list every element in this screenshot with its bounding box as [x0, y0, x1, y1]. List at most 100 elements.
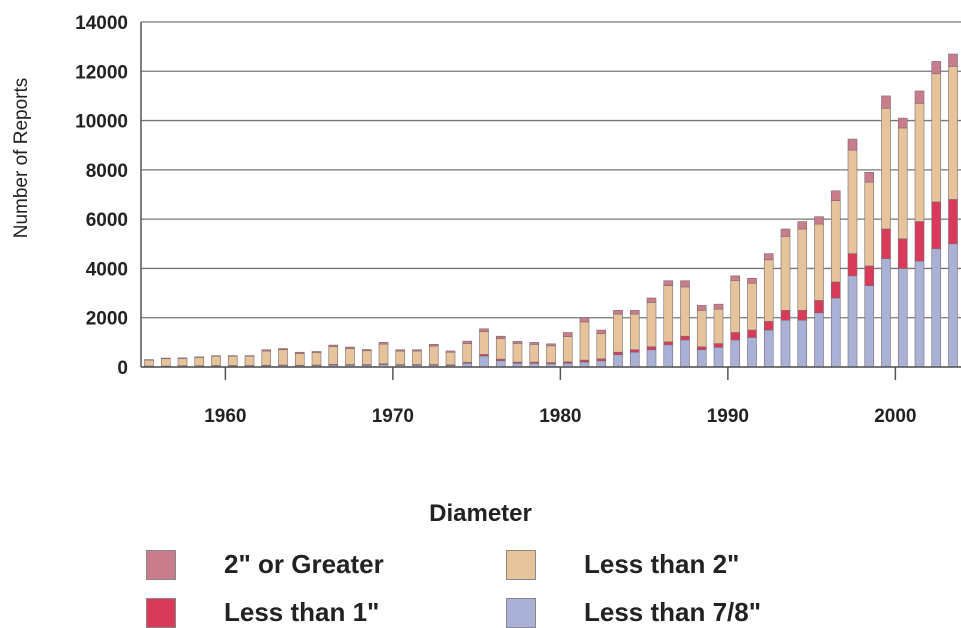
bar-segment — [445, 350, 456, 353]
bar-segment — [378, 343, 389, 365]
y-tick-label: 8000 — [86, 161, 128, 182]
bar-segment — [864, 285, 875, 368]
bar-segment — [680, 280, 690, 288]
bar-segment — [562, 332, 573, 337]
bar-segment — [931, 248, 942, 368]
bar-segment — [814, 223, 824, 301]
legend-swatch — [506, 597, 536, 628]
bar-segment — [948, 66, 958, 200]
bar-segment — [613, 351, 623, 355]
bar-segment — [814, 300, 824, 314]
bars-group — [144, 53, 958, 368]
bar-segment — [579, 317, 590, 323]
bar-segment — [864, 181, 875, 267]
bar-segment — [763, 259, 774, 322]
bar-segment — [311, 351, 322, 354]
legend-title: Diameter — [429, 500, 532, 527]
bar-segment — [696, 310, 707, 348]
bar-segment — [847, 138, 858, 151]
bar-segment — [948, 199, 958, 245]
bar-segment — [278, 349, 288, 366]
bar-segment — [847, 253, 858, 277]
y-tick-label: 12000 — [75, 62, 128, 83]
bar-segment — [261, 349, 272, 352]
y-tick-label: 10000 — [75, 112, 128, 133]
bar-segment — [646, 297, 657, 303]
bar-segment — [797, 221, 808, 230]
bar-segment — [495, 338, 506, 360]
bar-segment — [914, 90, 925, 104]
bar-segment — [730, 280, 741, 333]
stacked-bar-chart: 0 2000 4000 6000 8000 10000 12000 14000 1960 197… — [11, 13, 961, 427]
bar-segment — [412, 350, 422, 365]
bar-segment — [763, 253, 774, 261]
y-tick-label: 0 — [117, 358, 128, 379]
bar-segment — [328, 346, 339, 365]
bar-segment — [646, 349, 657, 368]
bar-segment — [830, 297, 841, 368]
bar-segment — [847, 149, 858, 254]
bar-segment — [345, 348, 355, 365]
bar-segment — [881, 258, 891, 368]
bar-segment — [931, 73, 942, 203]
y-tick-labels: 0 2000 4000 6000 8000 10000 12000 14000 — [75, 13, 128, 379]
bar-segment — [495, 360, 506, 368]
bar-segment — [646, 346, 657, 351]
bar-segment — [663, 280, 674, 286]
y-tick-label: 6000 — [86, 210, 128, 231]
bar-segment — [763, 329, 774, 368]
bar-segment — [194, 357, 205, 367]
bar-segment — [914, 221, 925, 262]
bar-segment — [780, 228, 791, 237]
legend-label: Less than 2" — [584, 549, 740, 579]
bar-segment — [311, 352, 322, 366]
bar-segment — [395, 350, 406, 365]
x-tick-label: 2000 — [874, 406, 916, 427]
bar-segment — [680, 339, 690, 368]
bar-segment — [160, 358, 171, 367]
y-axis-label: Number of Reports — [11, 78, 32, 239]
bar-segment — [294, 353, 305, 366]
bar-segment — [495, 335, 506, 339]
legend-swatch — [506, 549, 536, 580]
bar-segment — [696, 305, 707, 311]
bar-segment — [529, 342, 540, 345]
bar-segment — [428, 344, 439, 347]
bar-segment — [713, 308, 724, 344]
grid-lines — [141, 21, 961, 368]
bar-segment — [629, 351, 640, 368]
bar-segment — [479, 328, 489, 332]
bar-segment — [328, 344, 339, 347]
bar-segment — [663, 341, 674, 346]
legend-swatch — [146, 597, 176, 628]
legend-item-2in-or-greater: 2" or Greater — [146, 549, 384, 580]
y-tick-label: 14000 — [75, 13, 128, 34]
bar-segment — [294, 351, 305, 354]
bar-segment — [663, 344, 674, 368]
bar-segment — [428, 345, 439, 365]
bar-segment — [881, 228, 891, 259]
bar-segment — [261, 350, 272, 366]
bar-segment — [864, 265, 875, 286]
x-tick-label: 1990 — [707, 406, 749, 427]
bar-segment — [730, 339, 741, 368]
bar-segment — [596, 333, 607, 360]
bar-segment — [613, 313, 623, 353]
bar-segment — [914, 103, 925, 222]
x-tick-label: 1960 — [204, 406, 246, 427]
bar-segment — [629, 310, 640, 315]
bar-segment — [211, 355, 221, 366]
bar-segment — [747, 277, 757, 284]
bar-segment — [479, 355, 489, 368]
bar-segment — [646, 302, 657, 348]
bar-segment — [847, 275, 858, 368]
bar-segment — [412, 349, 422, 352]
bar-segment — [897, 127, 908, 240]
bar-segment — [361, 349, 372, 352]
legend-item-less-than-1in: Less than 1" — [146, 597, 379, 628]
bar-segment — [278, 348, 288, 351]
bar-segment — [797, 310, 808, 321]
bar-segment — [512, 343, 523, 363]
bar-segment — [445, 351, 456, 366]
bar-segment — [462, 340, 473, 344]
